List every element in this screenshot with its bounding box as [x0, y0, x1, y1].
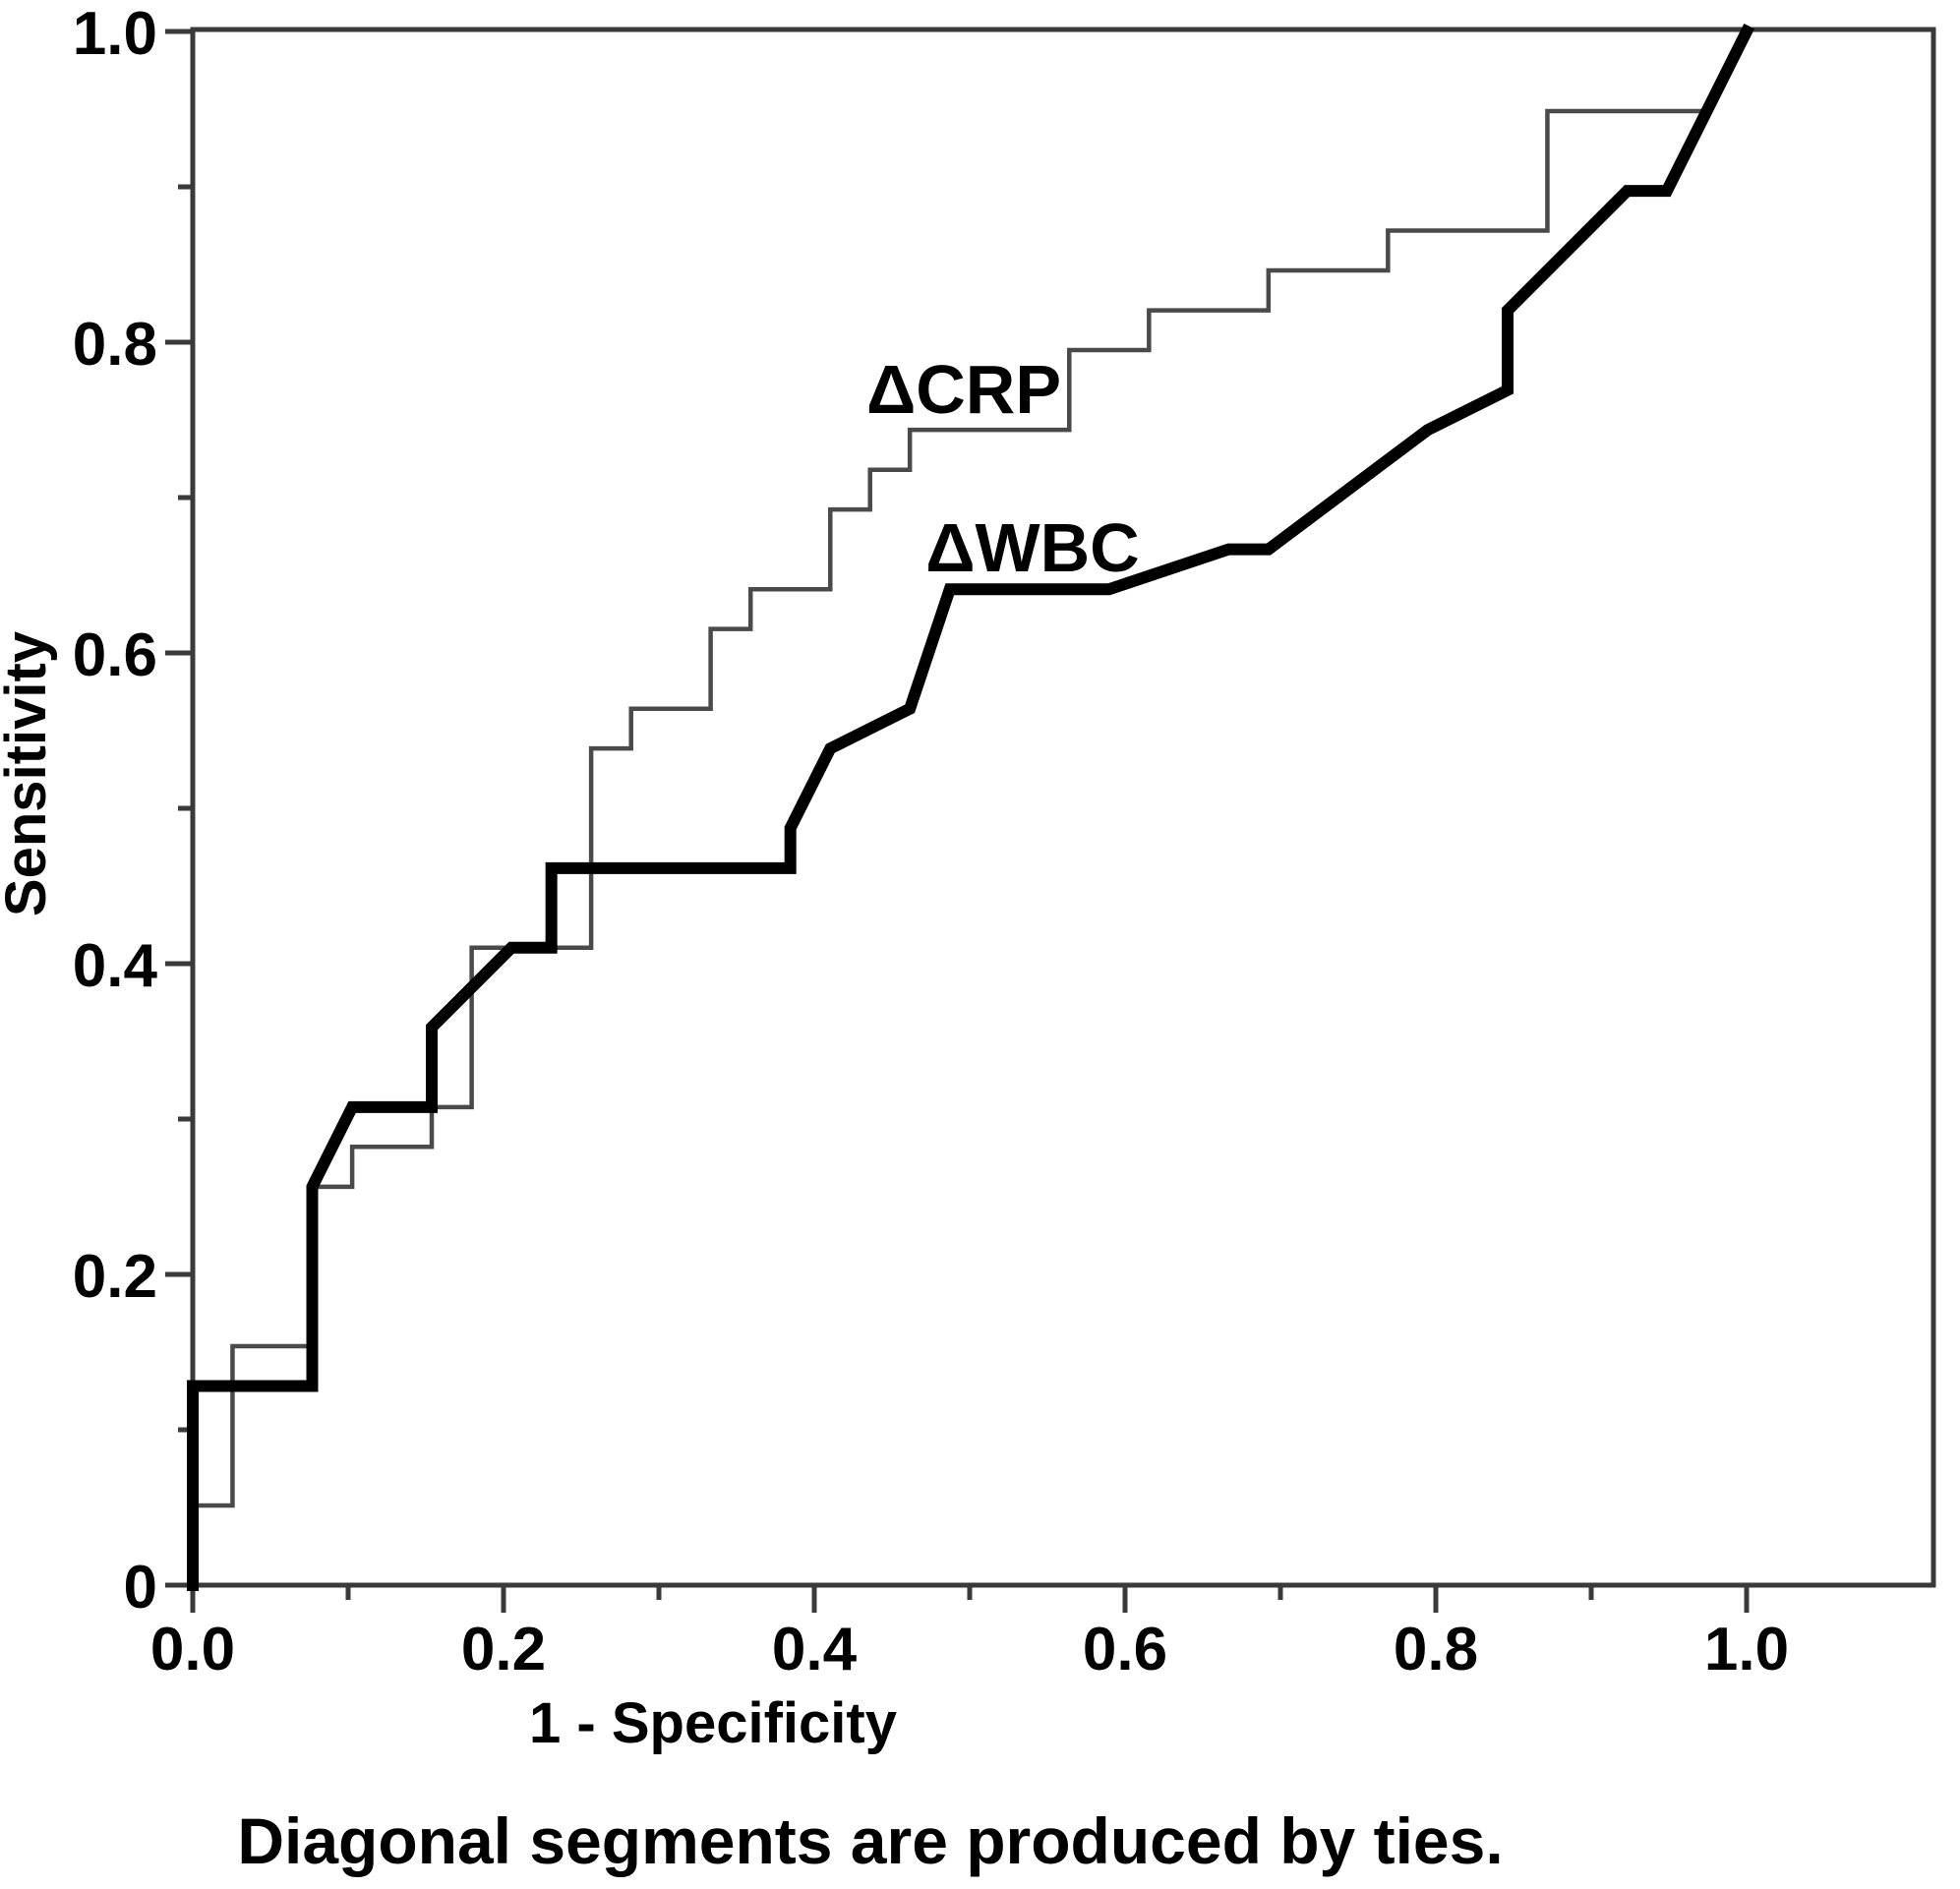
x-tick-label: 0.2	[461, 1616, 546, 1683]
plot-area-border	[190, 27, 1936, 1588]
x-tick-label: 1.0	[1704, 1616, 1789, 1683]
x-tick-label: 0.4	[772, 1616, 858, 1683]
roc-curve-crp	[190, 28, 1751, 1588]
axis-tick-labels: 0.0 0.2 0.4 0.6 0.8 1.0 0 0.2 0.4 0.6 0.8 1.0	[73, 0, 1789, 1683]
y-axis-title: Sensitivity	[0, 631, 58, 916]
curve-label-crp: ΔCRP	[866, 351, 1061, 428]
y-tick-label: 0	[124, 1554, 157, 1622]
roc-curves	[187, 23, 1755, 1591]
axis-ticks	[165, 29, 1750, 1613]
x-tick-label: 0.0	[150, 1616, 235, 1683]
y-tick-label: 1.0	[73, 0, 157, 68]
x-axis-title: 1 - Specificity	[529, 1691, 897, 1755]
curve-label-wbc: ΔWBC	[925, 509, 1140, 586]
y-tick-label: 0.8	[73, 311, 157, 379]
y-tick-label: 0.4	[73, 932, 158, 1000]
chart-caption: Diagonal segments are produced by ties.	[237, 1804, 1503, 1877]
roc-curve-wbc	[187, 23, 1755, 1591]
x-tick-label: 0.6	[1083, 1616, 1167, 1683]
y-tick-label: 0.6	[73, 621, 157, 689]
x-tick-label: 0.8	[1394, 1616, 1478, 1683]
y-tick-label: 0.2	[73, 1243, 157, 1311]
